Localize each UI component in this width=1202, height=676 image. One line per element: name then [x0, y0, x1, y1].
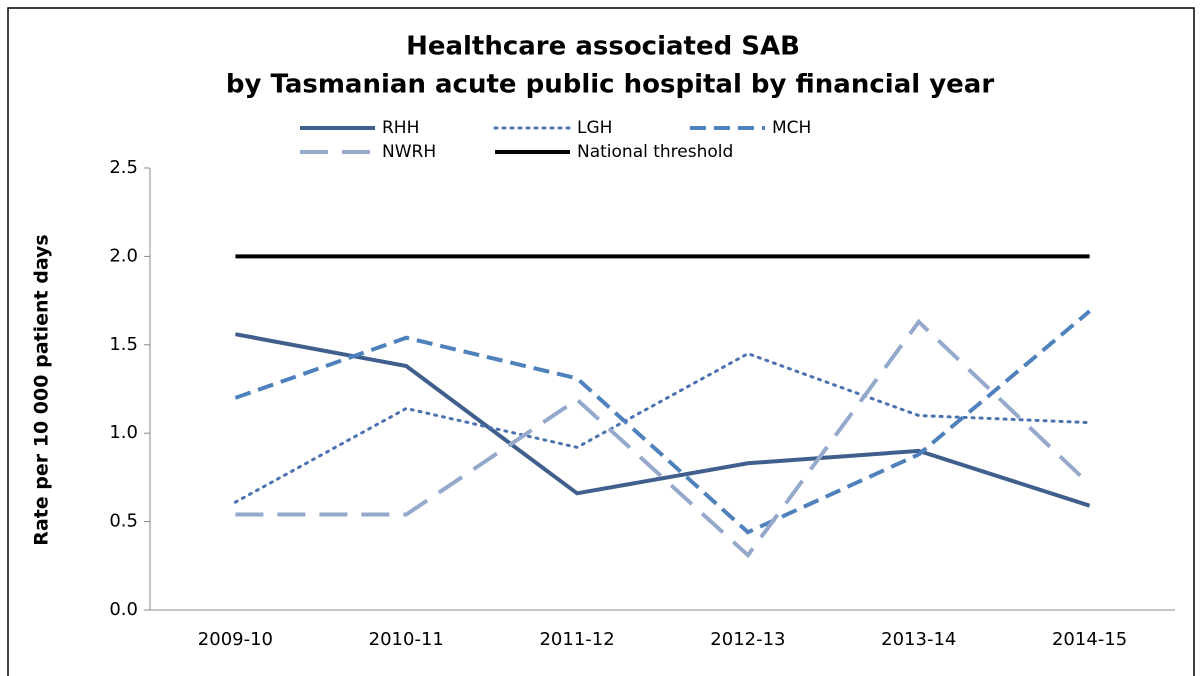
y-axis-title: Rate per 10 000 patient days: [31, 234, 53, 546]
y-tick-label: 0.0: [109, 599, 138, 620]
x-tick-label: 2014-15: [1052, 629, 1127, 650]
x-tick-label: 2013-14: [881, 629, 956, 650]
x-tick-label: 2009-10: [198, 629, 273, 650]
legend-label: LGH: [577, 118, 612, 138]
legend-label: NWRH: [382, 142, 436, 162]
x-tick-label: 2010-11: [369, 629, 444, 650]
series-line: [234, 309, 1091, 535]
x-tick-label: 2012-13: [710, 629, 785, 650]
y-tick-label: 1.0: [109, 422, 138, 443]
chart-title: Healthcare associated SAB: [406, 32, 800, 62]
chart-border: [7, 7, 1195, 676]
series-line: [235, 332, 1091, 508]
legend-label: RHH: [382, 118, 419, 138]
y-tick-label: 0.5: [109, 511, 138, 532]
y-tick-label: 2.5: [109, 157, 138, 178]
series-line: [233, 351, 1092, 504]
x-tick-label: 2011-12: [539, 629, 614, 650]
y-tick-label: 1.5: [109, 334, 138, 355]
chart-subtitle: by Tasmanian acute public hospital by fi…: [226, 70, 994, 100]
series-line: [235, 318, 1091, 559]
y-tick-label: 2.0: [109, 245, 138, 266]
legend-label: MCH: [772, 118, 811, 138]
legend-label: National threshold: [577, 142, 733, 162]
